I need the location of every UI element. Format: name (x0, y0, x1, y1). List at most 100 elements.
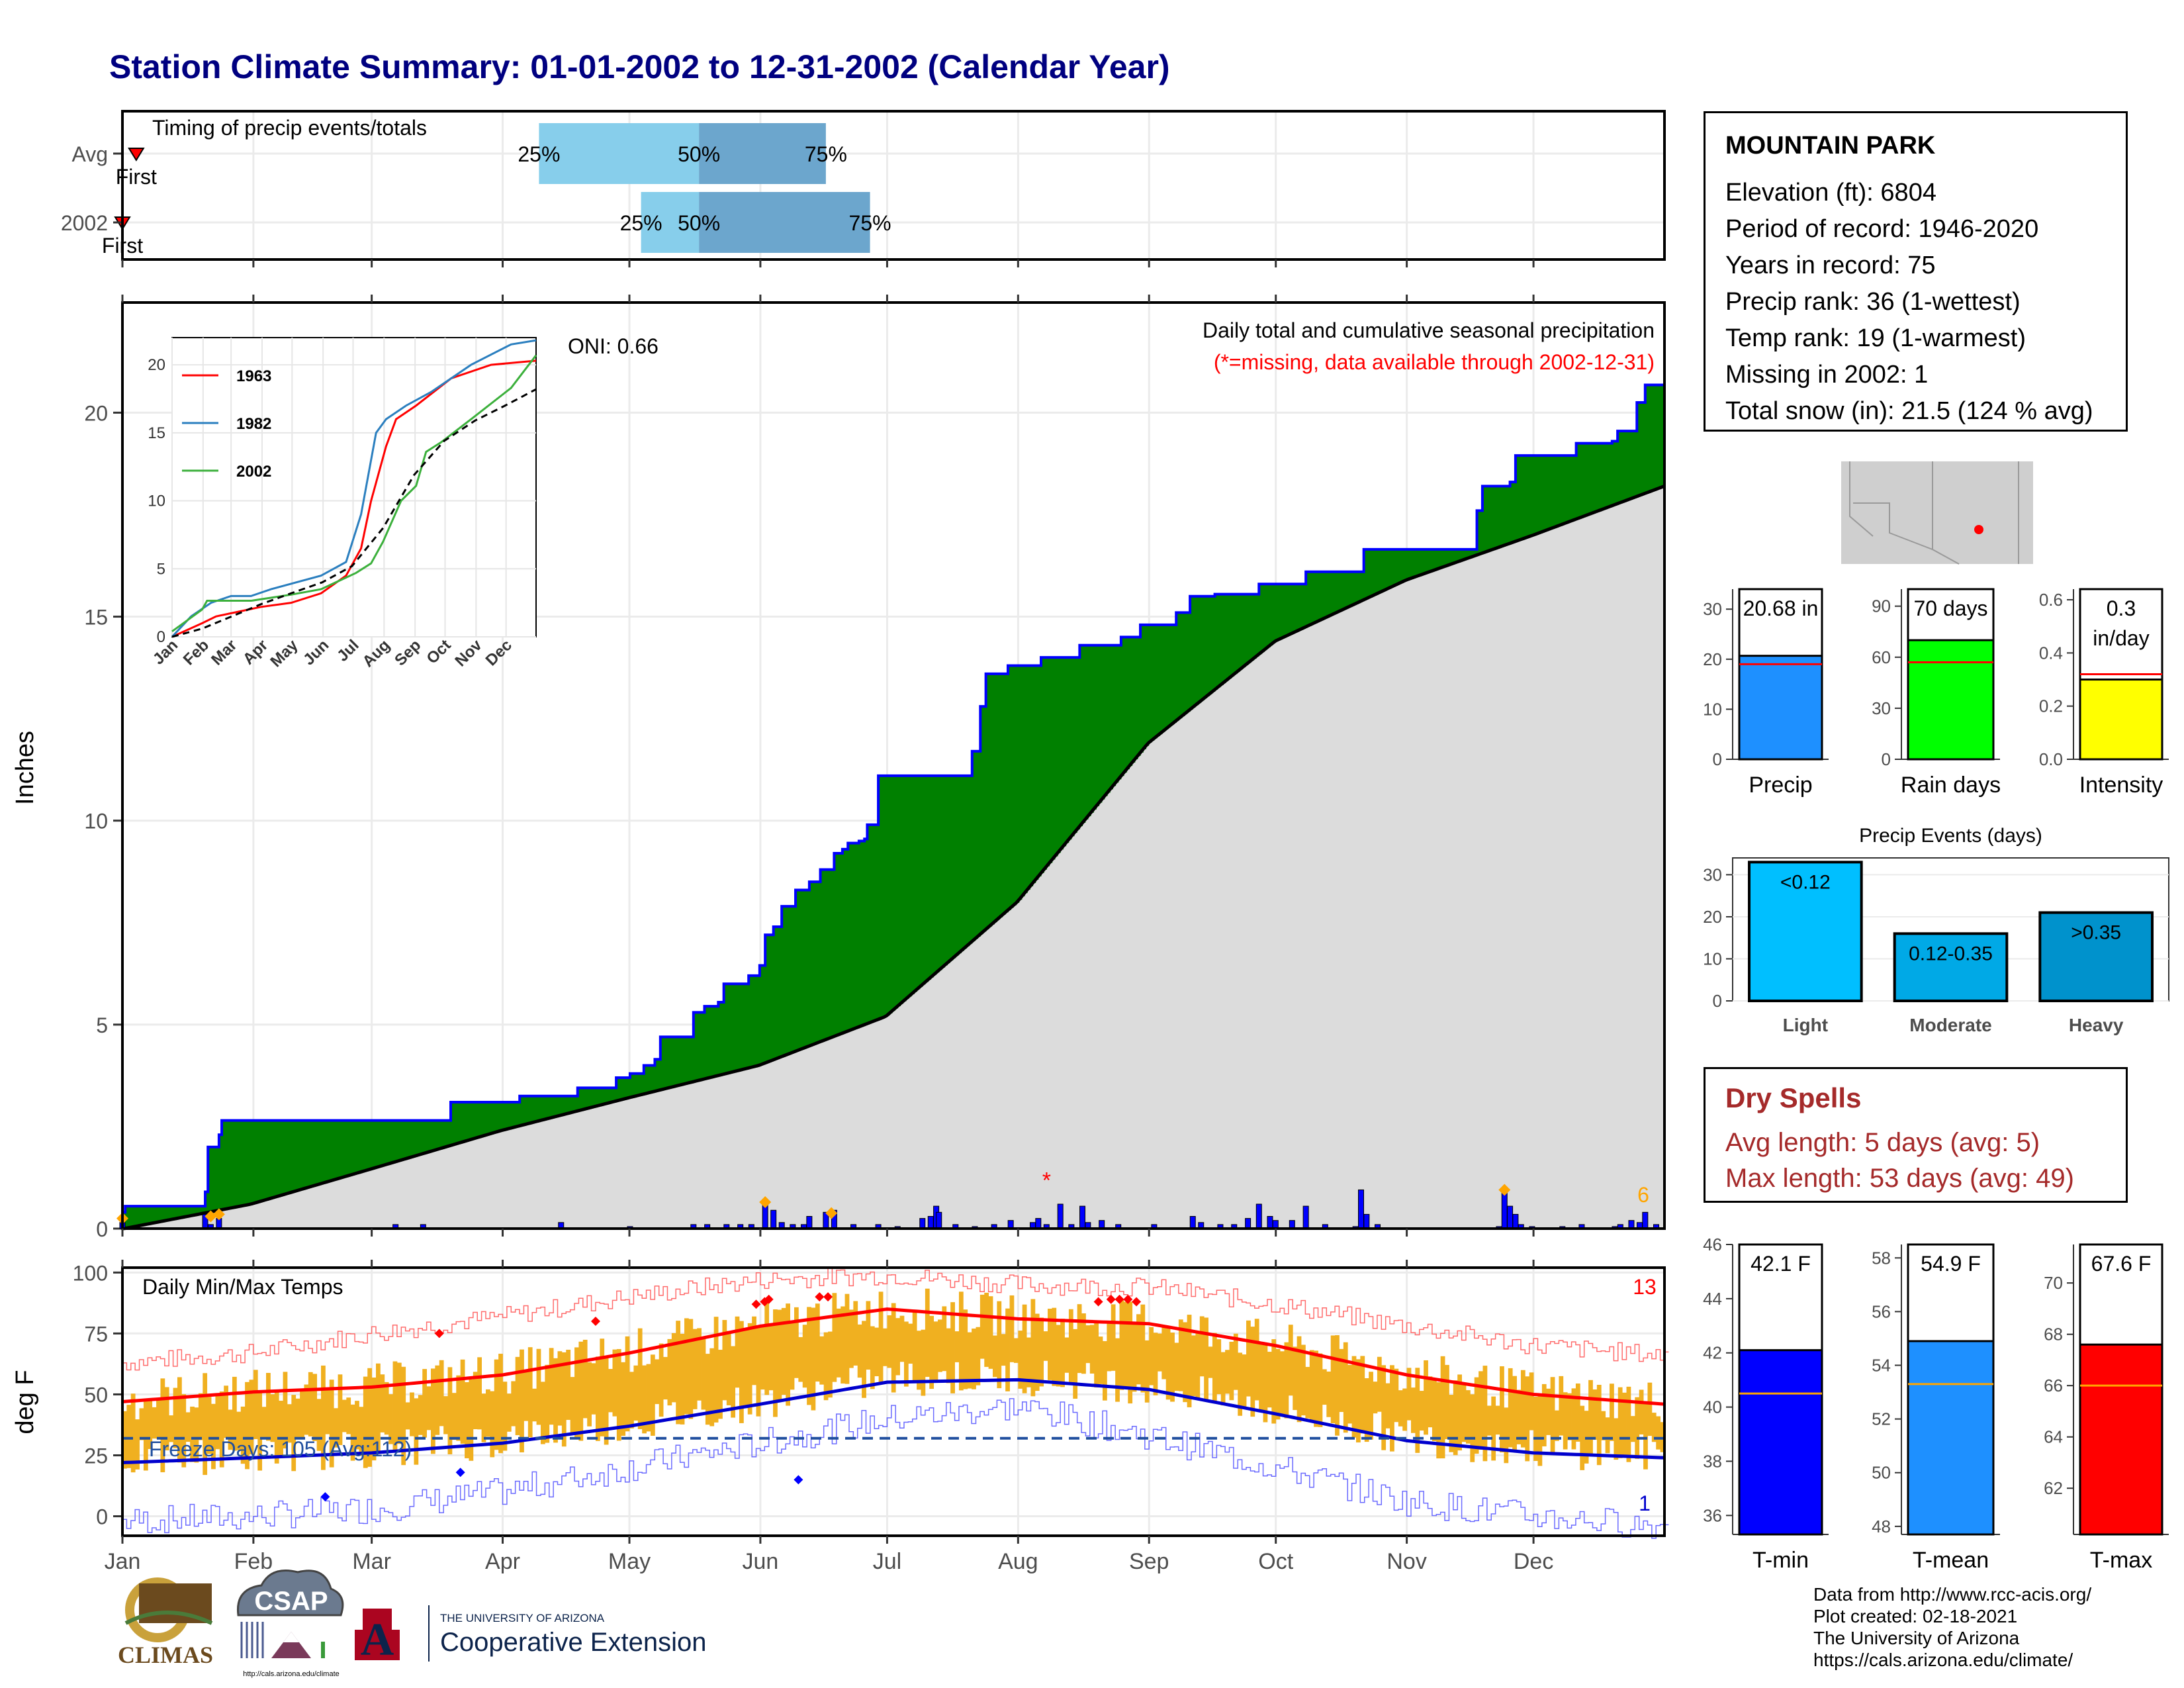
above-normal-fill (1628, 431, 1632, 500)
above-normal-fill (451, 1102, 454, 1146)
y-tick-label: 54 (1872, 1356, 1891, 1376)
above-normal-fill (232, 1120, 236, 1208)
event-bar (1748, 861, 1863, 1002)
above-normal-fill (1035, 665, 1039, 880)
above-normal-fill (903, 775, 907, 1002)
above-normal-fill (1427, 549, 1431, 573)
above-normal-fill (991, 673, 995, 925)
above-normal-fill (1521, 455, 1525, 539)
above-normal-fill (613, 1088, 617, 1102)
daily-temp-bar (819, 1336, 825, 1385)
above-normal-fill (398, 1120, 402, 1161)
daily-temp-bar (1465, 1390, 1471, 1444)
above-normal-fill (1198, 596, 1202, 703)
ua-shield-icon (355, 1609, 400, 1660)
above-normal-fill (445, 1120, 449, 1147)
above-normal-fill (1137, 637, 1141, 756)
inset-legend-label: 1982 (236, 415, 271, 433)
above-normal-fill (224, 1120, 228, 1209)
daily-temp-bar (350, 1404, 355, 1461)
above-normal-fill (591, 1088, 595, 1107)
daily-temp-bar (1385, 1383, 1390, 1429)
above-normal-fill (227, 1120, 231, 1209)
daily-temp-bar (1216, 1339, 1222, 1395)
ua-letter-icon: A (361, 1615, 394, 1665)
daily-temp-bar (164, 1387, 169, 1451)
daily-precip-bar (936, 1211, 942, 1229)
daily-temp-bar (279, 1401, 283, 1456)
above-normal-fill (1557, 455, 1561, 526)
above-normal-fill (459, 1102, 463, 1143)
daily-temp-bar (1225, 1350, 1230, 1394)
above-normal-fill (371, 1120, 374, 1170)
above-normal-fill (980, 706, 984, 935)
daily-temp-bar (469, 1379, 474, 1461)
above-normal-fill (1590, 443, 1594, 514)
above-normal-fill (1256, 594, 1259, 657)
above-normal-fill (1058, 657, 1061, 853)
above-normal-fill (282, 1120, 286, 1196)
daily-temp-bar (908, 1323, 913, 1364)
above-normal-fill (870, 824, 874, 1023)
y-tick-label: 70 (2044, 1273, 2063, 1293)
daily-temp-bar (1440, 1356, 1445, 1459)
above-normal-fill (1637, 402, 1641, 496)
daily-precip-bar (1189, 1216, 1196, 1229)
above-normal-fill (629, 1073, 633, 1098)
daily-temp-bar (181, 1394, 187, 1468)
inset-series-line (171, 339, 537, 638)
normal-min-line (122, 1378, 1665, 1465)
above-normal-fill (384, 1120, 388, 1165)
above-normal-fill (296, 1120, 300, 1191)
above-normal-fill (1248, 594, 1251, 663)
above-normal-fill (999, 673, 1003, 917)
category-label: T-mean (1913, 1548, 1989, 1573)
above-normal-fill (1488, 486, 1492, 551)
daily-temp-bar (219, 1391, 224, 1468)
above-normal-fill (1535, 455, 1538, 535)
daily-temp-bar (1026, 1337, 1031, 1387)
y-tick-label: 42 (1703, 1343, 1722, 1363)
daily-temp-bar (1550, 1377, 1555, 1454)
above-normal-fill (1496, 486, 1500, 549)
above-normal-fill (1146, 624, 1150, 746)
inset-y-tick-label: 20 (148, 356, 165, 374)
daily-temp-bar (1068, 1309, 1073, 1382)
above-normal-fill (506, 1102, 510, 1130)
daily-temp-bar (1491, 1396, 1496, 1461)
above-normal-fill (1477, 510, 1480, 555)
daily-temp-bar (1343, 1342, 1348, 1433)
above-normal-fill (1469, 549, 1472, 558)
daily-temp-bar (760, 1325, 765, 1390)
above-normal-fill (914, 775, 918, 992)
daily-temp-bar (396, 1362, 402, 1444)
above-normal-fill (1286, 584, 1290, 636)
above-normal-fill (362, 1120, 366, 1172)
daily-temp-bar (1512, 1376, 1517, 1452)
normal-cumulative-area (122, 486, 1664, 1229)
above-normal-fill (1518, 455, 1522, 541)
above-normal-fill (351, 1120, 355, 1175)
daily-precip-bar (770, 1209, 777, 1229)
above-normal-fill (1173, 624, 1177, 723)
daily-temp-bar (300, 1389, 304, 1440)
inset-y-tick-label: 10 (148, 492, 165, 510)
daily-temp-bar (1617, 1387, 1623, 1458)
above-normal-fill (911, 775, 915, 994)
daily-temp-bar (1533, 1396, 1538, 1461)
daily-temp-bar (1199, 1316, 1205, 1377)
above-normal-fill (550, 1096, 553, 1118)
above-normal-fill (1565, 455, 1569, 524)
above-normal-fill (1548, 455, 1552, 530)
daily-temp-bar (823, 1332, 829, 1401)
daily-temp-bar (1267, 1352, 1272, 1408)
daily-temp-bar (431, 1368, 435, 1454)
above-normal-fill (837, 853, 841, 1035)
above-normal-fill (867, 824, 871, 1024)
above-normal-fill (1490, 486, 1494, 551)
page-title: Station Climate Summary: 01-01-2002 to 1… (109, 48, 1170, 85)
above-normal-fill (158, 1206, 161, 1222)
daily-precip-bar (1035, 1218, 1042, 1229)
y-tick-label: 0 (96, 1505, 108, 1529)
